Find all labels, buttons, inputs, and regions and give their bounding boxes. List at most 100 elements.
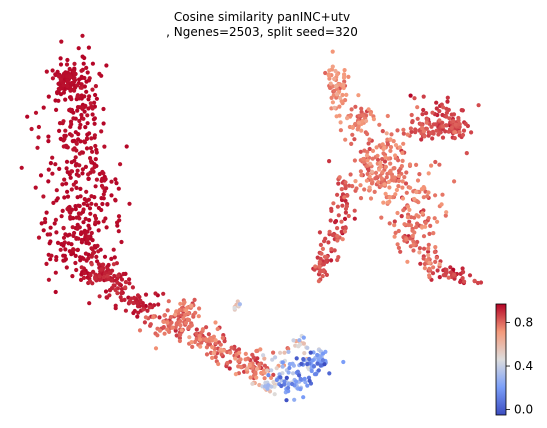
scatter-point-left-body: [101, 106, 106, 112]
scatter-point-left-body: [113, 177, 118, 182]
scatter-point-left-body: [94, 254, 99, 259]
scatter-point-tail-blue: [284, 398, 289, 403]
scatter-point-right-upper-right: [421, 129, 427, 134]
scatter-point-bridge: [255, 356, 260, 361]
scatter-point-bridge: [229, 345, 234, 350]
scatter-point-left-body: [64, 159, 70, 164]
scatter-point-bridge: [271, 372, 276, 377]
scatter-point-right-center: [393, 192, 398, 197]
scatter-point-left-neck: [105, 273, 110, 278]
scatter-point-left-body: [68, 214, 73, 220]
scatter-point-left-body: [76, 203, 81, 208]
scatter-point-right-center: [384, 131, 389, 136]
scatter-point-right-center: [349, 107, 354, 112]
scatter-point-left-neck: [119, 298, 124, 303]
scatter-point-right-lower-arm: [411, 242, 416, 247]
scatter-point-left-body: [50, 171, 55, 176]
scatter-point-tail-blue: [292, 397, 297, 402]
scatter-point-right-center: [366, 107, 371, 112]
scatter-point-left-body: [63, 97, 68, 102]
scatter-point-left-body: [86, 241, 91, 246]
scatter-point-right-top: [334, 92, 340, 97]
scatter-point-right-top: [342, 68, 347, 73]
scatter-point-right-upper-right: [445, 95, 450, 100]
scatter-point-left-neck: [135, 301, 140, 306]
scatter-point-tail-blue: [265, 386, 270, 391]
scatter-point-right-lower-arm: [411, 248, 416, 253]
scatter-point-tail-mixed: [267, 389, 273, 394]
scatter-point-tail-blue: [303, 380, 308, 385]
scatter-point-right-center: [361, 157, 366, 162]
scatter-point-left-body: [68, 88, 73, 93]
scatter-point-left-body: [56, 98, 61, 103]
scatter-point-right-lower-arm: [412, 230, 417, 235]
scatter-point-right-center: [360, 113, 365, 118]
scatter-point-right-center: [366, 141, 371, 146]
scatter-point-right-left-arm: [326, 240, 331, 245]
scatter-point-left-body: [35, 145, 40, 150]
scatter-point-bridge: [204, 345, 209, 350]
scatter-point-right-lower-arm: [396, 245, 401, 250]
scatter-point-left-body: [101, 185, 106, 190]
scatter-point-left-body: [54, 107, 59, 112]
scatter-point-left-neck: [116, 273, 121, 278]
scatter-point-left-body: [93, 84, 98, 89]
scatter-point-left-body: [91, 251, 96, 256]
scatter-point-right-tail: [460, 266, 465, 271]
scatter-point-right-center: [399, 214, 404, 219]
scatter-point-left-body: [77, 118, 82, 124]
scatter-point-left-body: [102, 144, 107, 149]
scatter-point-tail-blue: [305, 362, 310, 367]
scatter-point-left-body: [102, 178, 107, 183]
scatter-point-right-upper-right: [440, 135, 446, 140]
scatter-point-right-lower-arm: [433, 245, 438, 250]
scatter-point-right-left-arm: [327, 159, 332, 164]
scatter-point-right-left-arm: [317, 264, 322, 269]
scatter-point-left-body: [80, 54, 85, 59]
scatter-point-right-center: [417, 189, 422, 195]
scatter-point-left-body: [89, 230, 94, 236]
scatter-point-tail-blue: [316, 368, 321, 373]
scatter-point-left-body: [89, 201, 94, 206]
scatter-point-right-left-arm: [313, 264, 318, 269]
scatter-point-left-body: [50, 155, 55, 160]
scatter-point-left-body: [79, 68, 84, 73]
scatter-point-right-center: [356, 120, 361, 125]
scatter-point-left-body: [83, 125, 88, 130]
scatter-point-right-lower-arm: [410, 233, 415, 238]
scatter-point-right-center: [368, 196, 374, 201]
scatter-point-tail-mixed: [261, 353, 266, 358]
scatter-point-right-upper-right: [420, 112, 425, 117]
scatter-point-tail-mixed: [262, 356, 267, 361]
scatter-point-right-top: [329, 106, 334, 111]
scatter-point-left-body: [78, 122, 83, 127]
scatter-point-right-left-arm: [320, 274, 325, 279]
scatter-point-left-body: [85, 70, 90, 75]
scatter-point-left-body: [44, 210, 49, 215]
scatter-point-bridge: [218, 342, 223, 347]
scatter-point-right-upper-right: [451, 112, 457, 117]
scatter-point-right-top: [332, 105, 337, 110]
scatter-point-left-body: [116, 214, 122, 219]
scatter-point-left-body: [61, 226, 66, 231]
scatter-point-right-upper-right: [440, 124, 446, 129]
scatter-point-right-center: [369, 169, 375, 174]
scatter-point-tail-blue: [290, 381, 295, 387]
scatter-point-left-body: [79, 105, 85, 110]
scatter-point-right-center: [443, 213, 448, 218]
scatter-point-left-body: [89, 159, 94, 164]
scatter-point-right-left-arm: [316, 279, 321, 284]
scatter-point-bridge: [148, 322, 153, 327]
colorbar-ticks: 0.0 0.4 0.8: [506, 316, 533, 417]
scatter-point-right-center: [396, 174, 402, 179]
scatter-point-right-center: [435, 219, 440, 224]
scatter-point-left-body: [77, 216, 82, 221]
scatter-point-left-body: [52, 221, 57, 226]
scatter-point-right-center: [355, 127, 360, 132]
scatter-point-right-center: [385, 137, 390, 142]
scatter-point-left-body: [87, 131, 92, 136]
scatter-point-left-neck: [111, 262, 116, 267]
scatter-point-right-left-arm: [347, 183, 352, 188]
scatter-point-right-top: [338, 95, 343, 101]
scatter-point-tail-blue: [286, 382, 291, 387]
